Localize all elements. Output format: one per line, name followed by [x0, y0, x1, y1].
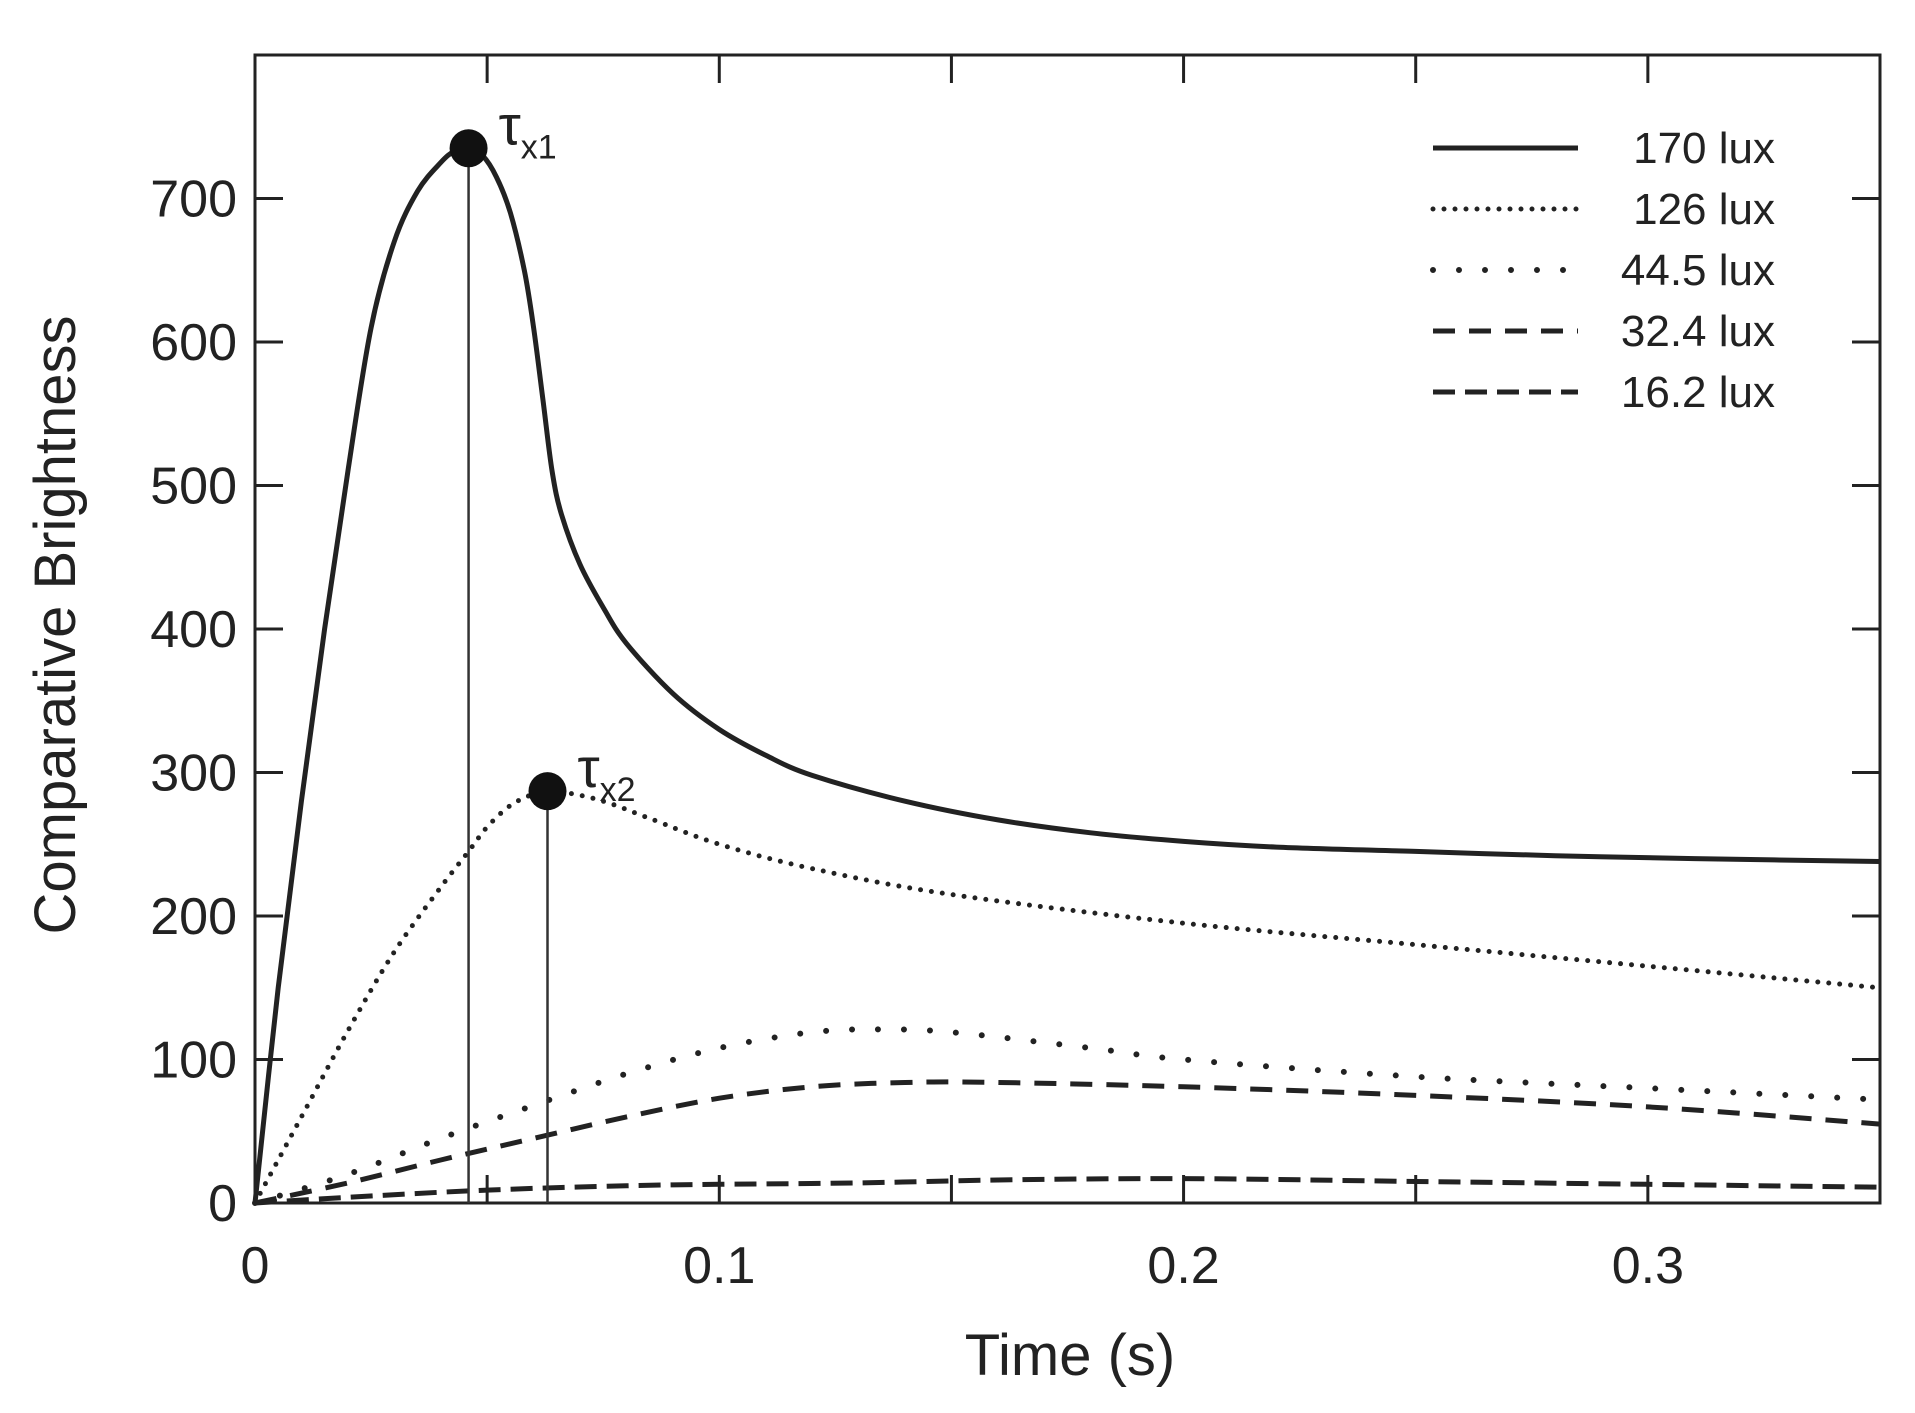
series-group	[252, 145, 1883, 1206]
peak-marker	[449, 129, 488, 168]
legend-label: 170 lux	[1633, 124, 1775, 173]
series-line-170-lux	[252, 145, 1881, 1204]
series-line-16-2-lux	[254, 1176, 1881, 1206]
peak-label: τx1	[499, 93, 557, 166]
x-tick-label: 0	[241, 1237, 270, 1295]
y-tick-label: 0	[208, 1175, 237, 1233]
series-line-32-4-lux	[254, 1079, 1881, 1206]
peak-marker	[528, 772, 567, 811]
y-tick-label: 600	[150, 314, 237, 372]
legend-label: 16.2 lux	[1621, 368, 1775, 417]
x-tick-label: 0.3	[1612, 1237, 1684, 1295]
x-axis-title: Time (s)	[965, 1323, 1175, 1388]
axis-ticks: 0 0.1 0.2 0.3 0 100 200 300 400 500 600 700	[150, 55, 1880, 1295]
y-tick-label: 700	[150, 171, 237, 229]
axis-labels: Time (s) Comparative Brightness	[23, 316, 1175, 1388]
y-axis-title: Comparative Brightness	[23, 316, 88, 935]
series-line-126-lux	[252, 788, 1883, 1206]
y-tick-label: 200	[150, 888, 237, 946]
y-tick-label: 100	[150, 1032, 237, 1090]
y-tick-label: 300	[150, 745, 237, 803]
legend-label: 32.4 lux	[1621, 307, 1775, 356]
peak-label: τx2	[578, 736, 636, 809]
peak-label-subscript: x2	[600, 771, 636, 809]
peak-annotations: τx1 τx2	[449, 93, 636, 1203]
series-line-44-5-lux	[252, 1026, 1883, 1206]
legend: 170 lux 126 lux 44.5 lux 32.4 lux 16.2 lux	[1430, 124, 1775, 417]
x-tick-label: 0.2	[1147, 1237, 1219, 1295]
y-tick-label: 500	[150, 458, 237, 516]
x-tick-label: 0.1	[683, 1237, 755, 1295]
legend-label: 126 lux	[1633, 185, 1775, 234]
legend-label: 44.5 lux	[1621, 246, 1775, 295]
y-tick-label: 400	[150, 601, 237, 659]
peak-label-subscript: x1	[521, 128, 557, 166]
